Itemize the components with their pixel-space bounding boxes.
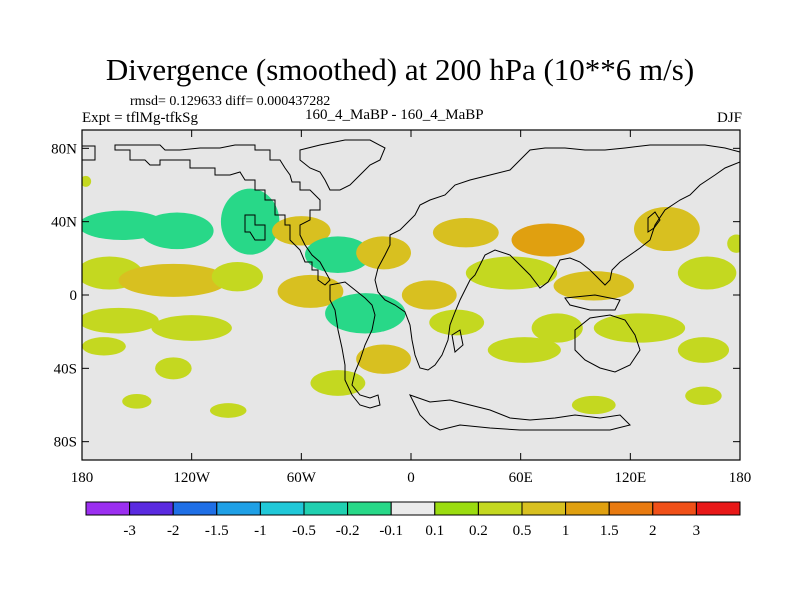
- divergence-contour-13: [356, 236, 412, 270]
- y-tick-label: 0: [70, 288, 78, 304]
- colorbar-swatch-0: [85, 501, 131, 516]
- divergence-contour-23: [593, 313, 686, 343]
- stats-line: rmsd= 0.129633 diff= 0.000437282: [130, 94, 331, 109]
- x-tick-label: 60W: [287, 470, 317, 486]
- colorbar-label: 1: [562, 523, 570, 539]
- coastline-maritime: [564, 294, 621, 311]
- colorbar-swatch-8: [434, 501, 479, 516]
- divergence-contour-30: [685, 386, 722, 406]
- colorbar-swatch-13: [652, 501, 697, 516]
- coastline-eurasia-africa: [374, 144, 740, 371]
- divergence-contour-8: [211, 262, 263, 292]
- x-tick-label: 60E: [509, 470, 533, 486]
- coastline-greenland: [299, 139, 386, 191]
- divergence-contour-24: [487, 337, 561, 363]
- colorbar-label: 2: [649, 523, 657, 539]
- divergence-contour-27: [155, 357, 192, 380]
- case-label: 160_4_MaBP - 160_4_MaBP: [305, 107, 484, 123]
- coastline-hudson-bay: [244, 214, 266, 241]
- map-title: Divergence (smoothed) at 200 hPa (10**6 …: [105, 52, 695, 87]
- divergence-contour-3: [118, 263, 229, 297]
- y-tick-label: 40S: [54, 361, 77, 377]
- y-tick-label: 40N: [51, 215, 77, 231]
- colorbar-swatch-3: [216, 501, 261, 516]
- x-tick-label: 120W: [173, 470, 211, 486]
- colorbar-swatch-12: [608, 501, 654, 516]
- divergence-contour-34: [82, 175, 92, 187]
- coastline-madagascar: [451, 329, 464, 353]
- divergence-contour-29: [571, 395, 616, 415]
- divergence-contour-15: [465, 256, 558, 290]
- colorbar-swatch-1: [129, 501, 174, 516]
- divergence-contour-26: [677, 337, 730, 363]
- divergence-contour-1: [140, 212, 214, 250]
- divergence-contour-6: [82, 337, 126, 356]
- colorbar-label: -1.5: [205, 523, 229, 539]
- divergence-contour-12: [325, 293, 406, 334]
- colorbar-swatch-14: [695, 501, 741, 516]
- x-tick-label: 0: [407, 470, 415, 486]
- divergence-contour-16: [511, 223, 585, 257]
- divergence-contour-33: [727, 234, 740, 253]
- colorbar-label: -2: [167, 523, 180, 539]
- season-label: DJF: [716, 110, 742, 126]
- colorbar-swatch-5: [303, 501, 349, 516]
- colorbar-swatch-7: [390, 501, 436, 516]
- colorbar: -3 -2 -1.5 -1 -0.5 -0.2 -0.1 0.1 0.2 0.5 1 1.5 2 3: [85, 501, 741, 539]
- divergence-contour-20: [553, 271, 634, 301]
- divergence-contour-22: [677, 256, 737, 290]
- x-tick-label: 180: [729, 470, 752, 486]
- colorbar-label: 0.1: [425, 523, 444, 539]
- colorbar-label: 3: [693, 523, 701, 539]
- divergence-contour-5: [151, 315, 232, 341]
- colorbar-swatch-9: [477, 501, 523, 516]
- map-axes: 80N 40N 0 40S 80S 180 120W 60W 0 60E 120E 180: [51, 130, 751, 486]
- colorbar-swatch-2: [172, 501, 218, 516]
- divergence-contour-18: [429, 309, 485, 336]
- coastline-north-america: [82, 144, 331, 286]
- colorbar-swatch-10: [521, 501, 567, 516]
- coastline-japan: [647, 211, 661, 233]
- colorbar-label: 1.5: [600, 523, 619, 539]
- divergence-contour-31: [122, 394, 152, 409]
- divergence-contour-32: [209, 403, 247, 418]
- colorbar-swatch-11: [565, 501, 610, 516]
- divergence-contour-9: [272, 216, 331, 246]
- divergence-contour-4: [82, 307, 159, 334]
- y-tick-label: 80N: [51, 141, 77, 157]
- experiment-label: Expt = tflMg-tfkSg: [82, 110, 198, 126]
- coastline-south-america: [329, 281, 381, 409]
- colorbar-label: -0.1: [379, 523, 403, 539]
- colorbar-label: -0.2: [336, 523, 360, 539]
- divergence-contour-28: [310, 370, 366, 396]
- colorbar-label: -0.5: [292, 523, 316, 539]
- x-tick-label: 180: [71, 470, 94, 486]
- colorbar-label: 0.5: [513, 523, 532, 539]
- contour-fill-group: [82, 175, 740, 418]
- divergence-contour-7: [220, 188, 280, 255]
- colorbar-swatch-4: [259, 501, 305, 516]
- divergence-contour-19: [356, 344, 412, 374]
- coastline-outlines: [82, 139, 740, 431]
- divergence-contour-17: [401, 280, 457, 310]
- y-tick-label: 80S: [54, 435, 77, 451]
- coastline-antarctica: [409, 394, 631, 431]
- divergence-contour-25: [531, 313, 583, 343]
- colorbar-swatch-6: [347, 501, 392, 516]
- divergence-contour-14: [432, 218, 499, 248]
- x-tick-label: 120E: [614, 470, 646, 486]
- colorbar-label: -3: [123, 523, 136, 539]
- colorbar-label: 0.2: [469, 523, 488, 539]
- coastline-australia: [574, 314, 641, 373]
- colorbar-label: -1: [254, 523, 267, 539]
